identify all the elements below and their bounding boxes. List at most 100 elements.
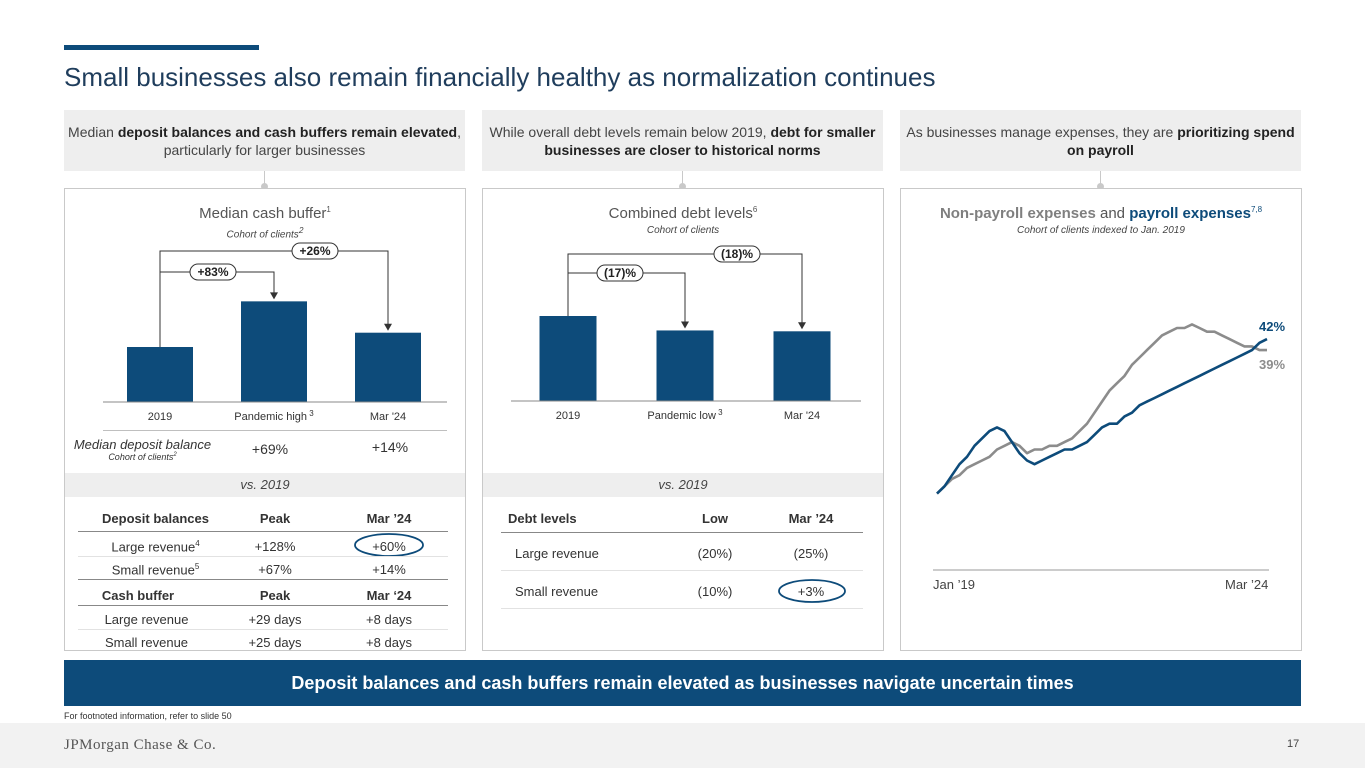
col-header-mar24: Mar ’24 <box>366 511 412 526</box>
annotation-arrow <box>567 253 803 324</box>
table-cell: +14% <box>372 562 406 577</box>
company-logo: JPMorgan Chase & Co. <box>64 737 217 753</box>
table-cell-highlighted: +3% <box>797 584 825 599</box>
callout-bold: prioritizing spend on payroll <box>1067 124 1295 158</box>
x-tick-label: Mar '24 <box>370 411 406 423</box>
title-accent-bar <box>64 45 259 50</box>
annotation-pill <box>713 245 761 263</box>
panel-expenses: Non-payroll expenses and payroll expense… <box>900 188 1302 651</box>
arrow-head <box>384 323 392 331</box>
cash-buffer-bar-chart: 2019 Pandemic high 3 Mar '24 +83% +26% <box>103 242 447 423</box>
x-tick-label: 2019 <box>556 410 580 422</box>
divider <box>78 629 448 630</box>
divider <box>501 608 863 609</box>
panel-subtitle: Cohort of clients2 <box>226 225 304 241</box>
footer-bar <box>0 723 1365 768</box>
col-header-low: Low <box>702 511 728 526</box>
table-row-label: Large revenue <box>515 546 599 561</box>
panel-title: Combined debt levels6 <box>608 205 758 222</box>
x-tick-label: Pandemic low 3 <box>647 408 723 422</box>
deposit-pandemic-value: +69% <box>251 441 289 457</box>
nonpayroll-series-line <box>936 323 1267 495</box>
table-cell: +29 days <box>248 612 302 627</box>
deposit-row-label: Median deposit balance Cohort of clients… <box>73 437 212 462</box>
annotation-pill <box>596 264 644 282</box>
x-tick-label: 2019 <box>148 411 172 423</box>
panel-title: Median cash buffer1 <box>199 205 331 222</box>
bar <box>656 330 714 401</box>
table-cell-highlighted: +60% <box>372 539 406 554</box>
x-tick-label: Mar '24 <box>784 410 820 422</box>
key-takeaway-banner: Deposit balances and cash buffers remain… <box>64 660 1301 706</box>
arrow-head <box>270 292 278 300</box>
table-cell: (10%) <box>697 584 733 599</box>
annotation-label: (17)% <box>604 266 636 280</box>
divider <box>103 430 447 431</box>
x-axis-end-label: Mar ’24 <box>1225 577 1269 592</box>
bar <box>241 301 307 402</box>
bar <box>539 316 597 401</box>
vs-2019-band: vs. 2019 <box>65 473 465 497</box>
callout-text: While overall debt levels remain below 2… <box>489 124 771 140</box>
callout-bold: debt for smaller businesses are closer t… <box>544 124 876 158</box>
connector-dot <box>1097 171 1104 190</box>
callout-text: As businesses manage expenses, they are <box>906 124 1178 140</box>
annotation-pill <box>189 263 237 281</box>
panel-title: Non-payroll expenses and payroll expense… <box>939 205 1263 222</box>
payroll-series-line <box>936 337 1268 495</box>
col-header-debt-levels: Debt levels <box>508 511 577 526</box>
col-header-mar24: Mar ‘24 <box>366 588 412 603</box>
arrow-head <box>798 322 806 330</box>
table-row-label: Small revenue <box>104 635 189 650</box>
annotation-label: +83% <box>197 265 228 279</box>
divider <box>501 532 863 533</box>
deposit-mar24-value: +14% <box>371 439 409 455</box>
x-axis-start-label: Jan ’19 <box>933 577 975 592</box>
table-cell: +67% <box>258 562 292 577</box>
nonpayroll-end-label: 39% <box>1259 357 1285 372</box>
x-tick-label: Pandemic high 3 <box>234 409 314 423</box>
annotation-pill <box>291 242 339 260</box>
col-header-cash-buffer: Cash buffer <box>101 588 175 603</box>
col-header-mar24: Mar ’24 <box>788 511 834 526</box>
table-row-label: Large revenue <box>104 612 189 627</box>
table-cell: +8 days <box>366 635 412 650</box>
bar <box>355 332 421 402</box>
page-title: Small businesses also remain financially… <box>64 62 936 92</box>
col-header-peak: Peak <box>259 588 291 603</box>
callout-text: Median <box>68 124 118 140</box>
table-cell: +8 days <box>366 612 412 627</box>
expenses-line-chart: 39% 42% <box>933 319 1285 571</box>
debt-levels-bar-chart: 2019 Pandemic low 3 Mar '24 (17)% (18)% <box>511 245 861 422</box>
table-cell: +25 days <box>248 635 302 650</box>
panel-subtitle: Cohort of clients <box>646 225 720 236</box>
panel-debt-levels: Combined debt levels6 Cohort of clients … <box>482 188 884 651</box>
connector-dot <box>679 171 686 190</box>
panel-subtitle: Cohort of clients indexed to Jan. 2019 <box>1017 225 1185 236</box>
page-number: 17 <box>1287 738 1300 750</box>
table-row-label: Large revenue4 <box>111 539 200 555</box>
arrow-head <box>681 321 689 329</box>
bar <box>127 347 193 402</box>
divider <box>78 531 448 532</box>
annotation-label: (18)% <box>721 247 753 261</box>
annotation-label: +26% <box>299 244 330 258</box>
table-row-label: Small revenue <box>515 584 599 599</box>
table-cell: +128% <box>254 539 296 554</box>
table-cell: (25%) <box>793 546 829 561</box>
callout-text: , particularly for larger businesses <box>163 124 461 158</box>
callout-debt: While overall debt levels remain below 2… <box>482 110 883 171</box>
col-header-peak: Peak <box>259 511 291 526</box>
vs-2019-band: vs. 2019 <box>483 473 883 497</box>
divider <box>501 570 863 571</box>
col-header-deposit-balances: Deposit balances <box>102 511 209 526</box>
payroll-end-label: 42% <box>1259 319 1285 334</box>
bar <box>773 331 831 401</box>
callout-deposits: Median deposit balances and cash buffers… <box>64 110 465 171</box>
highlight-circle <box>778 579 846 603</box>
panel-cash-buffer: Median cash buffer1 Cohort of clients2 2… <box>64 188 466 651</box>
divider <box>78 556 448 557</box>
footnote: For footnoted information, refer to slid… <box>64 711 232 721</box>
divider <box>78 579 448 580</box>
callout-expenses: As businesses manage expenses, they are … <box>900 110 1301 171</box>
